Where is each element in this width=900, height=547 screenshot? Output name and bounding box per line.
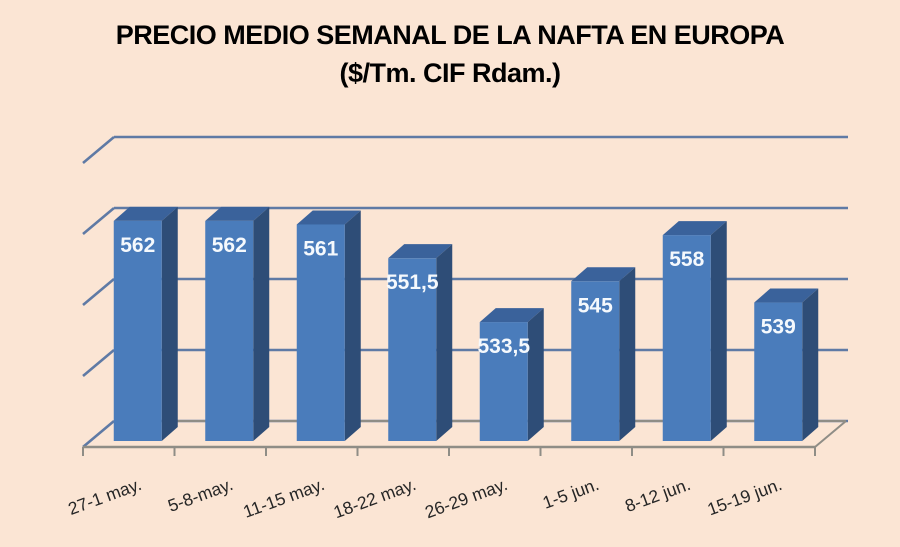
bar-side-face	[802, 288, 819, 441]
bar-value-label: 551,5	[386, 271, 439, 294]
bar-value-label: 561	[303, 237, 338, 260]
gridline-depth-rib	[82, 207, 115, 235]
x-axis-label: 1-5 jun.	[540, 474, 602, 513]
bar-value-label: 539	[761, 316, 796, 339]
bar-value-label: 533,5	[477, 335, 530, 358]
bar-top-face	[571, 267, 636, 282]
bar	[571, 281, 620, 441]
bar	[205, 220, 254, 441]
gridline-depth-rib	[82, 278, 115, 306]
bar	[296, 224, 345, 441]
bar-side-face	[619, 267, 636, 441]
bar-value-label: 558	[669, 248, 704, 271]
bar-side-face	[710, 221, 727, 441]
gridline-depth-rib	[82, 349, 115, 377]
bar-top-face	[662, 221, 727, 236]
bar-top-face	[388, 244, 453, 259]
bar-side-face	[344, 210, 361, 441]
bar-side-face	[253, 206, 270, 441]
x-axis-label: 11-15 may.	[240, 474, 327, 522]
bar-side-face	[436, 244, 453, 441]
bar-value-label: 545	[578, 294, 613, 317]
x-axis-label: 18-22 may.	[331, 474, 419, 522]
x-axis-label: 15-19 jun.	[705, 474, 785, 519]
bar-side-face	[527, 308, 544, 441]
bar	[388, 258, 437, 441]
bar-side-face	[161, 206, 178, 441]
x-axis-label: 8-12 jun.	[622, 474, 693, 516]
bar	[754, 302, 803, 441]
x-axis-label: 26-29 may.	[422, 474, 510, 522]
x-axis-label: 5-8-may.	[165, 474, 236, 516]
bar-top-face	[113, 206, 178, 221]
bar-top-face	[479, 308, 544, 323]
floor-right-edge	[814, 420, 847, 448]
x-axis-label: 27-1 may.	[65, 474, 144, 519]
bar-top-face	[205, 206, 270, 221]
bar-top-face	[296, 210, 361, 225]
bar	[113, 220, 162, 441]
bar	[662, 235, 711, 441]
gridline-depth-rib	[82, 136, 115, 164]
bar-top-face	[754, 288, 819, 303]
bar-value-label: 562	[120, 234, 155, 257]
chart-title: PRECIO MEDIO SEMANAL DE LA NAFTA EN EURO…	[115, 20, 785, 50]
gridline-depth-rib	[82, 420, 115, 448]
chart-subtitle: ($/Tm. CIF Rdam.)	[339, 58, 561, 88]
bar-value-label: 562	[212, 234, 247, 257]
chart-title-block: PRECIO MEDIO SEMANAL DE LA NAFTA EN EURO…	[0, 16, 900, 92]
bar	[479, 322, 528, 441]
